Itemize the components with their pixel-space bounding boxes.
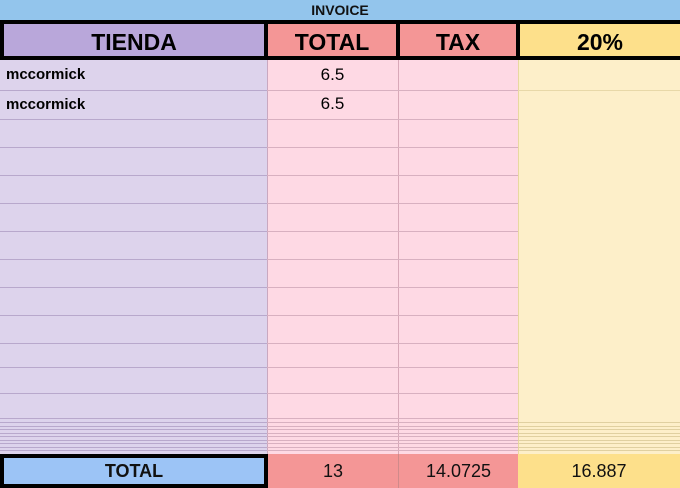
grid-line	[0, 440, 267, 441]
header-tienda[interactable]: TIENDA	[0, 20, 268, 60]
header-tax[interactable]: TAX	[396, 20, 520, 60]
grid-line	[518, 440, 680, 441]
grid-line	[267, 440, 518, 441]
grid-line	[518, 443, 680, 444]
grid-line	[267, 436, 518, 437]
grid-line	[0, 429, 267, 430]
grid-line	[0, 175, 267, 176]
grid-line	[518, 426, 680, 427]
grid-line	[518, 433, 680, 434]
grid-line	[267, 90, 518, 91]
grid-line	[0, 426, 267, 427]
footer-tax[interactable]: 14.0725	[398, 454, 518, 488]
grid-line	[267, 231, 518, 232]
grid-line	[0, 418, 267, 419]
sheet-title: INVOICE	[0, 0, 680, 20]
grid-line	[267, 315, 518, 316]
grid-line	[267, 259, 518, 260]
grid-line	[0, 393, 267, 394]
grid-line	[0, 147, 267, 148]
grid-line	[0, 315, 267, 316]
grid-line	[0, 343, 267, 344]
grid-line	[0, 450, 267, 451]
grid-line	[267, 175, 518, 176]
grid-line	[0, 447, 267, 448]
grid-line	[0, 433, 267, 434]
grid-line	[0, 443, 267, 444]
grid-line	[267, 147, 518, 148]
total-cell[interactable]: 6.5	[320, 94, 345, 113]
grid-line	[267, 203, 518, 204]
store-cell[interactable]: mccormick	[6, 96, 86, 113]
grid-line	[267, 367, 518, 368]
grid-line	[518, 422, 680, 423]
grid-line	[267, 418, 518, 419]
grid-line	[267, 287, 518, 288]
header-total[interactable]: TOTAL	[264, 20, 400, 60]
grid-line	[267, 119, 518, 120]
grid-line	[267, 393, 518, 394]
total-column[interactable]	[267, 60, 398, 454]
grid-line	[0, 436, 267, 437]
grid-line	[518, 436, 680, 437]
grid-line	[0, 90, 267, 91]
grid-line	[0, 287, 267, 288]
footer-label: TOTAL	[0, 454, 268, 488]
grid-line	[267, 343, 518, 344]
grid-line	[267, 426, 518, 427]
footer-pct[interactable]: 16.887	[518, 454, 680, 488]
grid-line	[0, 203, 267, 204]
store-column[interactable]	[0, 60, 267, 454]
header-pct[interactable]: 20%	[516, 20, 680, 60]
grid-line	[267, 422, 518, 423]
footer-total[interactable]: 13	[268, 454, 398, 488]
grid-line	[267, 450, 518, 451]
grid-line	[518, 429, 680, 430]
grid-line	[267, 443, 518, 444]
total-cell[interactable]: 6.5	[320, 65, 345, 84]
grid-line	[0, 422, 267, 423]
pct-column[interactable]	[518, 60, 680, 454]
grid-line	[267, 433, 518, 434]
grid-line	[0, 259, 267, 260]
grid-line	[267, 429, 518, 430]
store-cell[interactable]: mccormick	[6, 66, 86, 83]
grid-line	[518, 90, 680, 91]
tax-column[interactable]	[398, 60, 518, 454]
grid-line	[267, 447, 518, 448]
grid-line	[0, 231, 267, 232]
grid-line	[518, 450, 680, 451]
grid-line	[0, 367, 267, 368]
grid-line	[518, 447, 680, 448]
grid-line	[0, 119, 267, 120]
